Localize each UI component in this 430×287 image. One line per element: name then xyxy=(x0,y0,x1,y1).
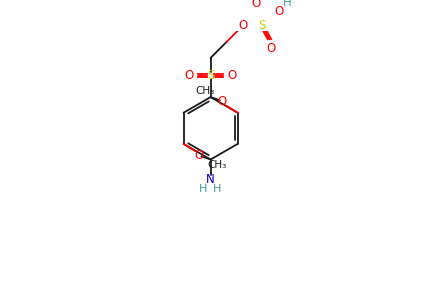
Text: H: H xyxy=(198,184,206,194)
Text: N: N xyxy=(206,172,215,186)
Text: O: O xyxy=(227,69,236,82)
Text: O: O xyxy=(184,69,194,82)
Text: S: S xyxy=(258,19,265,32)
Text: CH₃: CH₃ xyxy=(194,86,214,96)
Text: O: O xyxy=(217,95,227,108)
Text: O: O xyxy=(251,0,260,10)
Text: O: O xyxy=(237,19,247,32)
Text: O: O xyxy=(194,149,203,162)
Text: O: O xyxy=(266,42,275,55)
Text: H: H xyxy=(282,0,291,9)
Text: H: H xyxy=(212,184,221,194)
Text: S: S xyxy=(206,69,214,82)
Text: O: O xyxy=(274,5,283,18)
Text: CH₃: CH₃ xyxy=(206,160,226,170)
